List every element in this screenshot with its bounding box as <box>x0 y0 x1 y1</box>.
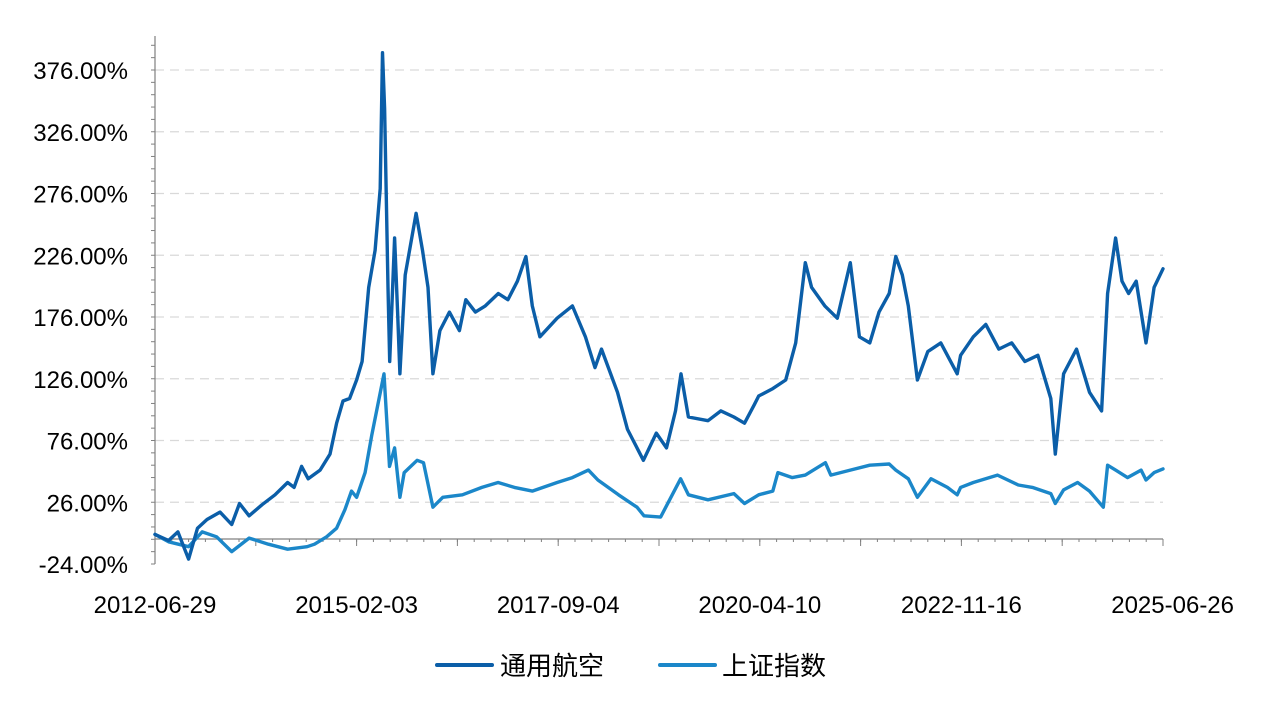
grid-lines <box>155 69 1163 503</box>
y-tick-label: 226.00% <box>33 243 128 270</box>
axes <box>151 36 1164 565</box>
y-tick-label: 376.00% <box>33 58 128 85</box>
legend-label: 通用航空 <box>500 652 604 682</box>
x-tick-label: 2015-02-03 <box>295 592 418 619</box>
y-tick-label: 26.00% <box>47 490 128 517</box>
legend-label: 上证指数 <box>722 652 826 682</box>
x-tick-label: 2012-06-29 <box>94 592 217 619</box>
y-tick-label: 126.00% <box>33 367 128 394</box>
x-tick-label: 2025-06-26 <box>1111 592 1234 619</box>
y-axis-labels: -24.00% 26.00% 76.00% 126.00% 176.00% 226.00%… <box>33 58 128 579</box>
y-tick-label: 276.00% <box>33 182 128 209</box>
series-line-shanghai-index <box>153 372 1165 554</box>
y-tick-label: 176.00% <box>33 305 128 332</box>
x-axis-labels: 2012-06-29 2015-02-03 2017-09-04 2020-04-10… <box>94 592 1234 619</box>
series-line-general-aviation <box>153 51 1165 561</box>
legend: 通用航空 上证指数 <box>435 652 826 682</box>
y-tick-label: 76.00% <box>47 429 128 456</box>
x-tick-label: 2022-11-16 <box>901 592 1022 619</box>
y-tick-label: 326.00% <box>33 120 128 147</box>
x-tick-label: 2020-04-10 <box>698 592 821 619</box>
series-lines <box>153 51 1165 561</box>
y-tick-label: -24.00% <box>39 552 128 579</box>
x-tick-label: 2017-09-04 <box>497 592 620 619</box>
